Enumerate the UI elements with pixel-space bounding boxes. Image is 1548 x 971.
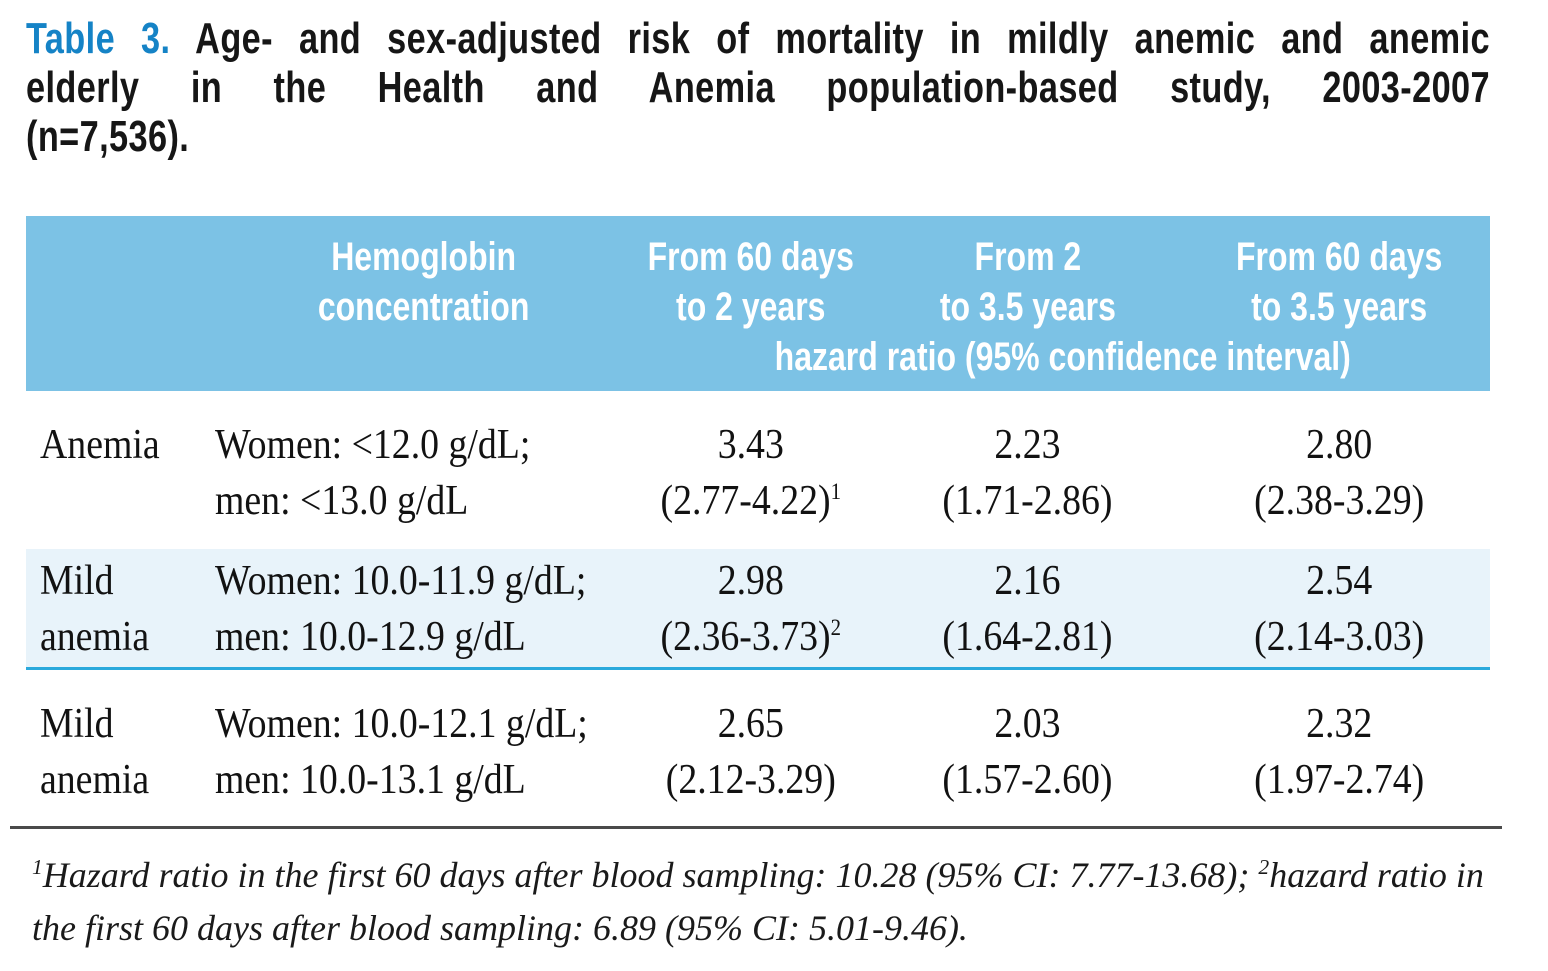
header-empty-cell: [26, 232, 211, 332]
cell-hemoglobin: Women: <12.0 g/dL; men: <13.0 g/dL: [215, 422, 531, 524]
cell-hr-60d-3.5y: 2.80 (2.38-3.29): [1254, 422, 1425, 524]
header-2y-3.5y: From 2 to 3.5 years: [939, 235, 1116, 329]
table-row-mild-anemia-1: Mild anemia Women: 10.0-11.9 g/dL; men: …: [26, 549, 1490, 670]
cell-hr-60d-2y: 2.98 (2.36-3.73)2: [660, 558, 842, 660]
cell-hr-2y-3.5y: 2.16 (1.64-2.81): [942, 558, 1113, 660]
cell-hr-2y-3.5y: 2.23 (1.71-2.86): [942, 422, 1113, 524]
caption-line-3: (n=7,536).: [26, 112, 190, 161]
cell-category: Anemia: [40, 422, 160, 468]
cell-hr-60d-3.5y: 2.32 (1.97-2.74): [1254, 701, 1425, 803]
caption-line-1: Table 3. Age- and sex-adjusted risk of m…: [26, 14, 1490, 63]
footnote-text-1: Hazard ratio in the first 60 days after …: [42, 855, 1259, 895]
header-hemoglobin-concentration: Hemoglobin concentration: [317, 235, 530, 329]
footnote-sup-2: 2: [1258, 855, 1270, 879]
footnote-marker-2: 2: [830, 614, 842, 640]
header-60d-2y: From 60 days to 2 years: [647, 235, 855, 329]
table-header-row: Hemoglobin concentration From 60 days to…: [26, 216, 1490, 391]
cell-hemoglobin: Women: 10.0-12.1 g/dL; men: 10.0-13.1 g/…: [215, 701, 588, 803]
cell-hr-60d-2y: 3.43 (2.77-4.22)1: [660, 422, 842, 524]
table-row-anemia: Anemia Women: <12.0 g/dL; men: <13.0 g/d…: [26, 391, 1490, 549]
cell-hr-60d-3.5y: 2.54 (2.14-3.03): [1254, 558, 1425, 660]
header-60d-3.5y: From 60 days to 3.5 years: [1236, 235, 1443, 329]
caption-line-2: elderly in the Health and Anemia populat…: [26, 63, 1490, 112]
cell-hr-60d-2y: 2.65 (2.12-3.29): [665, 701, 837, 803]
table-caption: Table 3. Age- and sex-adjusted risk of m…: [26, 14, 1490, 161]
footnote-marker-1: 1: [830, 478, 842, 504]
caption-line-1-text: Age- and sex-adjusted risk of mortality …: [195, 14, 1490, 63]
footnote-sup-1: 1: [32, 855, 43, 879]
cell-hr-2y-3.5y: 2.03 (1.57-2.60): [942, 701, 1113, 803]
cell-hemoglobin: Women: 10.0-11.9 g/dL; men: 10.0-12.9 g/…: [215, 558, 587, 660]
table-row-mild-anemia-2: Mild anemia Women: 10.0-12.1 g/dL; men: …: [26, 670, 1490, 826]
footnote-divider: [10, 826, 1502, 829]
footnote-text-2: hazard ratio in the first 60 days after …: [32, 855, 1484, 948]
table-number-label: Table 3.: [26, 14, 171, 63]
header-hazard-ratio-subtitle: hazard ratio (95% confidence interval): [774, 335, 1352, 379]
footnote: 1Hazard ratio in the first 60 days after…: [26, 849, 1490, 955]
cell-category: Mild anemia: [40, 558, 150, 660]
cell-category: Mild anemia: [40, 701, 150, 803]
